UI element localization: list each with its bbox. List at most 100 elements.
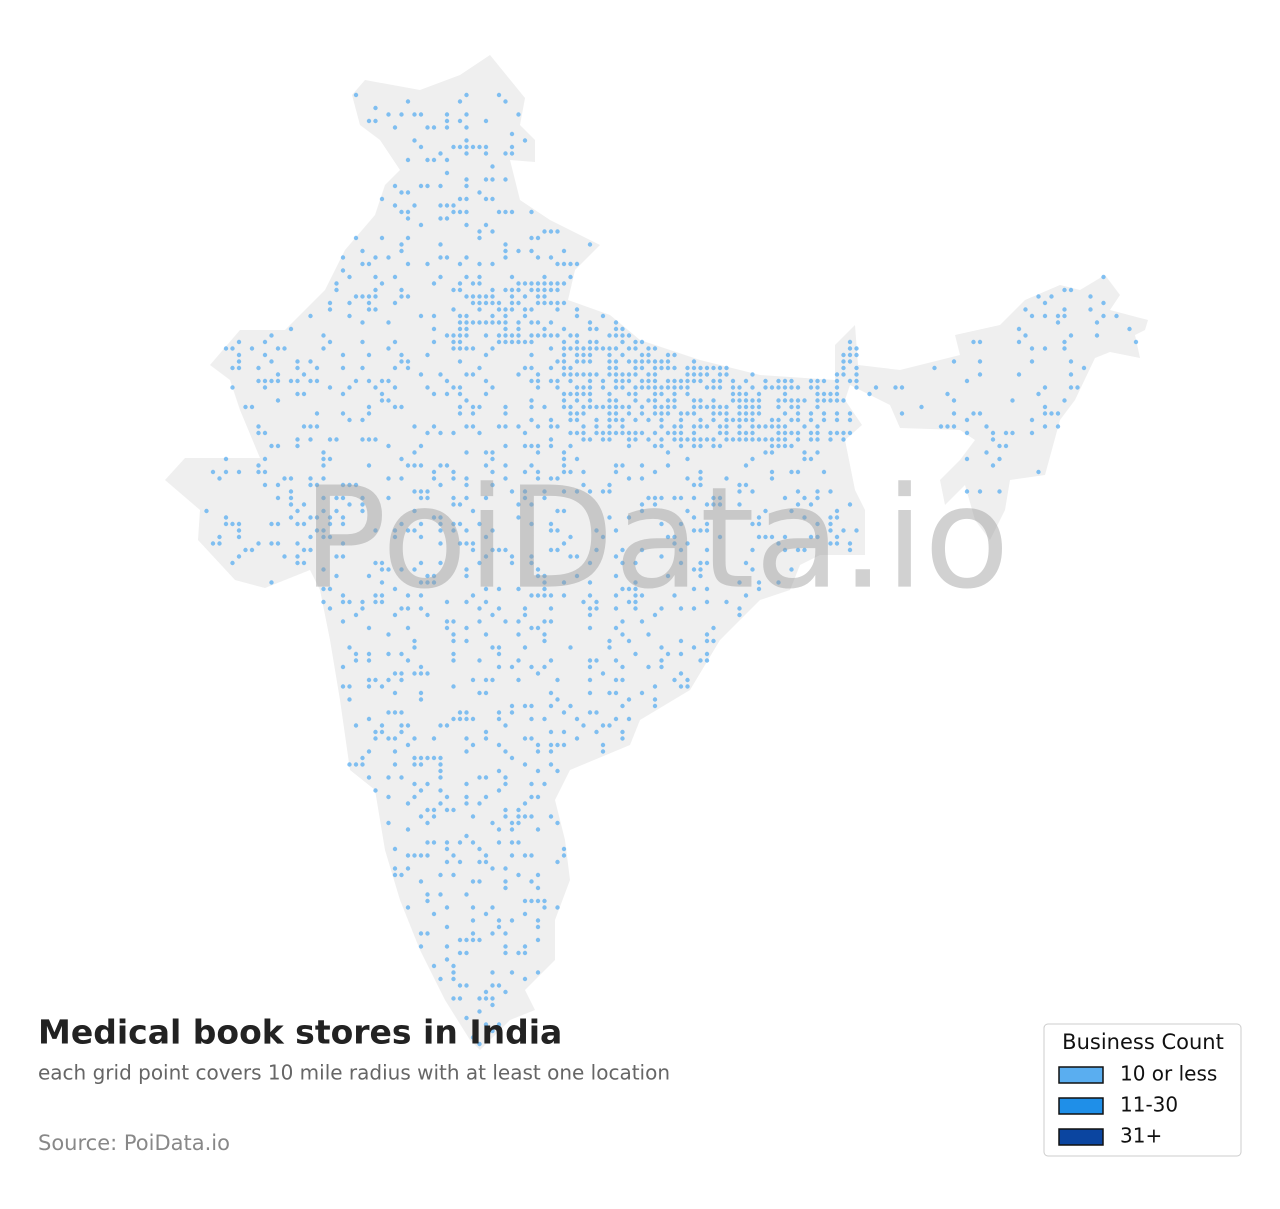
grid-point <box>418 443 424 449</box>
grid-point <box>451 651 456 657</box>
grid-point <box>607 430 612 436</box>
grid-point <box>795 489 801 494</box>
grid-point <box>1003 443 1009 449</box>
grid-point <box>626 411 632 416</box>
grid-point <box>321 528 326 533</box>
grid-point <box>561 593 567 598</box>
grid-point <box>789 417 794 423</box>
grid-point <box>438 216 443 221</box>
grid-point <box>496 983 502 988</box>
grid-point <box>704 528 710 533</box>
grid-point <box>574 385 580 390</box>
grid-point <box>1010 430 1015 436</box>
grid-point <box>717 443 723 449</box>
grid-point <box>672 385 677 390</box>
grid-point <box>782 495 788 501</box>
grid-point <box>470 300 476 306</box>
grid-point <box>646 359 651 364</box>
grid-point <box>431 736 437 741</box>
grid-point <box>470 814 476 819</box>
grid-point <box>295 521 300 527</box>
grid-point <box>399 287 404 293</box>
grid-point <box>431 814 437 819</box>
grid-point <box>405 216 411 221</box>
grid-point <box>483 729 489 735</box>
grid-point <box>633 593 638 598</box>
grid-point <box>587 606 593 611</box>
grid-point <box>431 469 437 475</box>
grid-point <box>464 151 469 156</box>
grid-point <box>594 710 599 715</box>
grid-point <box>509 300 515 306</box>
grid-point <box>438 515 443 520</box>
grid-point <box>737 606 742 611</box>
grid-point <box>646 437 651 442</box>
grid-point <box>516 112 521 117</box>
grid-point <box>535 885 541 891</box>
grid-point <box>1088 307 1093 312</box>
grid-point <box>347 762 352 767</box>
grid-point <box>223 469 229 475</box>
grid-point <box>529 365 534 371</box>
grid-point <box>717 430 723 436</box>
grid-point <box>691 398 697 403</box>
grid-point <box>776 430 781 436</box>
grid-point <box>568 411 573 416</box>
grid-point <box>587 398 593 403</box>
grid-point <box>451 970 456 975</box>
grid-point <box>711 365 716 371</box>
grid-point <box>691 443 697 449</box>
grid-point <box>568 365 573 371</box>
grid-point <box>327 515 333 520</box>
grid-point <box>847 339 853 345</box>
grid-point <box>743 378 749 384</box>
grid-point <box>581 424 586 429</box>
grid-point <box>373 118 378 124</box>
grid-point <box>496 300 502 306</box>
grid-point <box>516 872 521 878</box>
grid-point <box>1042 404 1048 410</box>
grid-point <box>444 807 450 813</box>
grid-point <box>542 664 547 670</box>
grid-point <box>516 372 521 377</box>
grid-point <box>594 424 599 429</box>
grid-point <box>535 768 541 774</box>
grid-point <box>470 931 476 936</box>
grid-point <box>360 508 365 514</box>
grid-point <box>529 378 534 384</box>
grid-point <box>613 385 619 390</box>
grid-point <box>334 508 339 514</box>
grid-point <box>262 482 268 488</box>
grid-point <box>743 482 749 488</box>
grid-point <box>464 274 469 280</box>
grid-point <box>275 443 281 449</box>
grid-point <box>769 450 775 455</box>
grid-point <box>340 664 346 670</box>
grid-point <box>737 385 742 390</box>
grid-point <box>854 378 859 384</box>
grid-point <box>535 333 541 338</box>
grid-point <box>392 125 398 130</box>
grid-point <box>496 651 502 657</box>
grid-point <box>262 378 268 384</box>
grid-point <box>834 372 840 377</box>
grid-point <box>418 788 424 793</box>
grid-point <box>581 437 586 442</box>
grid-point <box>321 586 326 592</box>
grid-point <box>613 378 619 384</box>
grid-point <box>691 378 697 384</box>
grid-point <box>431 157 437 163</box>
grid-point <box>659 365 664 371</box>
grid-point <box>665 365 671 371</box>
watermark: PoiData.io <box>302 458 1009 621</box>
grid-point <box>678 378 684 384</box>
grid-point <box>373 307 378 312</box>
grid-point <box>301 391 307 397</box>
grid-point <box>425 807 430 813</box>
grid-point <box>425 853 430 858</box>
grid-point <box>620 326 625 332</box>
grid-point <box>418 671 424 676</box>
grid-point <box>828 398 833 403</box>
grid-point <box>470 716 476 722</box>
grid-point <box>509 274 515 280</box>
